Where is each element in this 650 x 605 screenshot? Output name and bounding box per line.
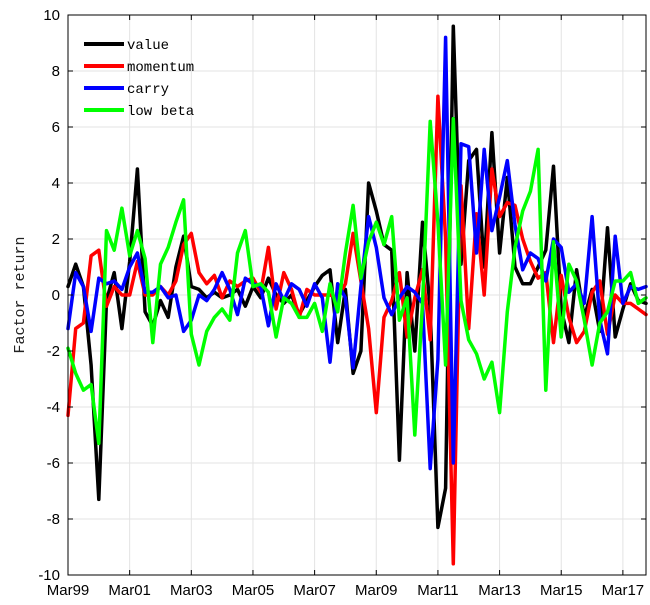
y-axis-title: Factor return	[12, 236, 29, 353]
legend-label-value: value	[127, 38, 169, 54]
legend: value momentum carry low beta	[84, 38, 194, 120]
x-tick-label: Mar15	[540, 582, 583, 599]
legend-label-momentum: momentum	[127, 60, 194, 76]
y-tick-label: 4	[52, 175, 60, 192]
y-tick-label: 0	[52, 287, 60, 304]
y-tick-label: 10	[43, 7, 60, 24]
series-layer	[66, 24, 648, 566]
x-tick-label: Mar11	[417, 582, 458, 599]
series-line-low-beta	[66, 116, 648, 446]
x-tick-label: Mar05	[232, 582, 275, 599]
tick-layer	[67, 14, 646, 576]
x-tick-label: Mar03	[170, 582, 213, 599]
y-tick-label: -6	[47, 455, 60, 472]
x-tick-label: Mar09	[355, 582, 398, 599]
y-tick-label: -10	[38, 567, 60, 584]
y-tick-label: -8	[47, 511, 60, 528]
y-tick-label: 2	[52, 231, 60, 248]
y-tick-label: 6	[52, 119, 60, 136]
x-tick-label: Mar17	[602, 582, 645, 599]
series-line-carry	[66, 35, 648, 471]
series-line-value	[66, 24, 648, 530]
legend-label-low-beta: low beta	[127, 104, 194, 120]
x-tick-label: Mar01	[108, 582, 151, 599]
y-tick-label: 8	[52, 63, 60, 80]
legend-label-carry: carry	[127, 82, 169, 98]
x-tick-label: Mar99	[47, 582, 90, 599]
x-tick-label: Mar07	[293, 582, 336, 599]
y-tick-label: -4	[47, 399, 60, 416]
y-tick-label: -2	[47, 343, 60, 360]
x-tick-label: Mar13	[478, 582, 521, 599]
label-layer: -10 -8 -6 -4 -2 0 2 4 6 8 10 Mar99 Mar01 Mar03 Mar05 Ma…	[12, 7, 644, 599]
